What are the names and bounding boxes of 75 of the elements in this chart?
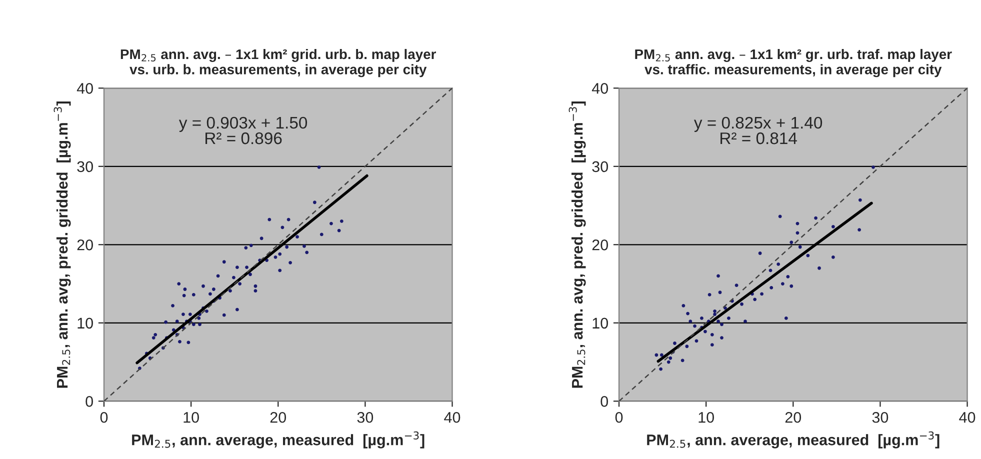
point [760,292,764,296]
point [744,320,747,324]
point [688,320,692,324]
x-tick-label: 20 [270,412,286,423]
point [814,216,818,220]
point [685,344,689,348]
point [720,322,724,326]
point [806,254,810,258]
point [831,224,835,228]
point [659,367,662,371]
x-tick-label: 10 [698,412,714,423]
y-tick-label: 0 [86,396,93,407]
point [666,360,670,364]
x-axis-title: PM$_{2.5}$, ann. average, measured [µg.m$^{−3}$] [647,431,940,448]
point [682,304,686,308]
point [727,316,730,320]
point [753,298,757,302]
point [694,339,698,343]
x-tick-label: 0 [100,412,108,423]
point [784,316,788,320]
x-tick-label: 40 [444,412,460,423]
point [710,332,714,336]
x-tick-label: 30 [872,412,888,423]
point [818,266,821,270]
point [713,309,716,313]
point [716,320,720,324]
point [831,255,835,259]
point [872,165,875,169]
point [700,316,704,320]
point [770,286,774,290]
point [740,302,744,306]
y-tick-label: 30 [592,161,608,172]
y-tick-label: 10 [592,318,608,329]
point [720,336,724,340]
point [708,293,712,296]
point [790,284,794,288]
point [776,262,780,266]
point [790,240,794,244]
y-tick-label: 0 [600,396,608,407]
y-axis-title: PM$_{2.5}$, ann. avg, pred. gridded [µg.m$^{−3}$] [568,102,586,388]
x-tick-label: 20 [785,412,802,423]
y-tick-label: 20 [77,240,93,250]
point [778,214,782,218]
annotation: y = 0.825x + 1.40 R² = 0.814 [694,116,822,144]
x-axis-title: PM$_{2.5}$, ann. average, measured [µg.m$^{−3}$] [132,431,424,448]
y-tick-label: 40 [76,82,93,94]
x-tick-label: 10 [184,412,199,423]
point [796,231,800,235]
point [713,312,716,316]
point [716,274,720,278]
point [786,275,790,278]
point [734,284,738,288]
point [780,282,784,286]
point [858,198,862,202]
point [704,330,707,334]
point [718,290,722,294]
point [668,356,672,360]
point [858,228,862,232]
point [660,353,664,357]
y-tick-label: 20 [592,240,608,250]
y-axis-title: PM$_{2.5}$, ann. avg, pred. gridded [µg.m$^{−3}$] [54,102,71,388]
point [686,312,690,316]
chart-title: PM$_{2.5}$ ann. avg. – 1x1 km² grid. urb. b. map layer vs. urb. b. measurements, in average per city [120,48,436,78]
y-tick-label: 10 [78,318,93,329]
x-tick-label: 30 [357,412,374,423]
point [710,343,714,347]
y-tick-label: 30 [77,161,93,172]
chart-title: PM$_{2.5}$ ann. avg. – 1x1 km² gr. urb. traf. map layer vs. traffic. measurements, in average per city [635,48,952,78]
x-tick-label: 40 [959,412,976,423]
point [693,324,696,328]
x-tick-label: 0 [615,412,623,423]
point [673,342,676,345]
point [758,252,762,255]
annotation: y = 0.903x + 1.50 R² = 0.896 [178,116,308,144]
y-tick-label: 40 [592,82,608,94]
